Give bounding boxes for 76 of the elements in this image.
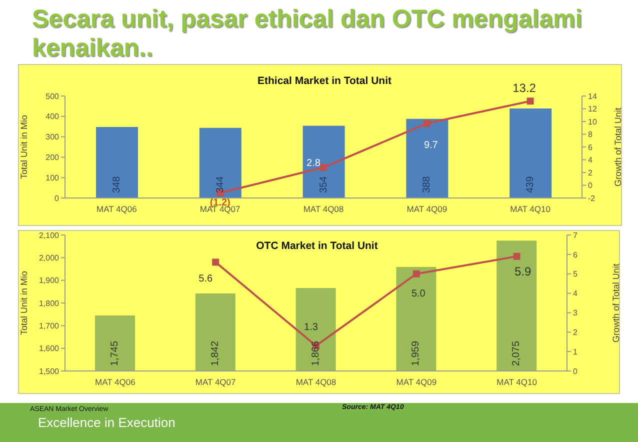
data-label: 1,866 — [310, 340, 322, 366]
data-label: 5.9 — [514, 264, 532, 278]
text: Excellence in Execution — [38, 415, 176, 431]
x-tick-label: MAT 4Q09 — [406, 204, 448, 214]
point — [513, 252, 520, 260]
x-tick-label: MAT 4Q06 — [95, 377, 136, 388]
y-tick-label: 400 — [46, 112, 60, 122]
data-label: 13.2 — [512, 81, 536, 96]
y2-tick-label: 8 — [588, 130, 593, 140]
x-tick-label: MAT 4Q10 — [496, 377, 538, 388]
y2-tick-label: 12 — [588, 104, 598, 114]
y2-tick-label: 7 — [573, 230, 578, 240]
y2-tick-label: 6 — [588, 142, 593, 152]
y-tick-label: 1,600 — [38, 344, 60, 354]
y-tick-label: 100 — [46, 173, 60, 182]
y-axis-title: Total Unit in Mio — [19, 270, 30, 336]
text: OTC Market in Total Unit — [255, 240, 379, 252]
data-label: 1,842 — [210, 340, 221, 366]
y2-tick-label: 1 — [573, 347, 578, 356]
data-label: 439 — [525, 176, 536, 193]
point — [423, 120, 430, 127]
data-label: 9.7 — [424, 140, 438, 151]
data-label: 354 — [318, 176, 330, 193]
bar — [302, 126, 345, 198]
y2-tick-label: 10 — [588, 117, 598, 126]
y2-tick-label: 2 — [588, 168, 593, 178]
y2-tick-label: 4 — [588, 156, 593, 165]
y2-tick-label: 0 — [573, 366, 578, 376]
y2-axis-title: Growth of Total Unit — [611, 263, 622, 342]
data-label: 344 — [214, 176, 226, 193]
y-tick-label: 1,700 — [38, 322, 60, 331]
data-label: 1.3 — [304, 322, 318, 334]
x-tick-label: MAT 4Q08 — [296, 377, 336, 388]
y-tick-label: 1,800 — [38, 298, 60, 308]
point — [320, 164, 327, 171]
point — [526, 98, 534, 105]
y-tick-label: 300 — [46, 132, 60, 142]
y2-tick-label: 0 — [588, 181, 593, 190]
y-tick-label: 0 — [54, 194, 60, 203]
y2-tick-label: -2 — [588, 194, 596, 203]
point — [212, 258, 220, 266]
y2-tick-label: 4 — [573, 289, 578, 298]
x-tick-label: MAT 4Q06 — [96, 204, 138, 214]
y-tick-label: 1,500 — [38, 366, 60, 376]
y2-tick-label: 14 — [588, 92, 598, 101]
x-tick-label: MAT 4Q10 — [510, 204, 551, 214]
bar — [199, 128, 242, 198]
x-tick-label: MAT 4Q09 — [396, 377, 437, 388]
y-tick-label: 500 — [46, 92, 60, 101]
data-label: 348 — [112, 176, 122, 193]
data-label: (1.2) — [210, 197, 230, 208]
bar — [406, 118, 448, 198]
y-axis-title: Total Unit in Mio — [19, 114, 30, 180]
data-label: 2.8 — [306, 158, 321, 169]
data-label: 1,745 — [110, 340, 120, 366]
x-tick-label: MAT 4Q08 — [303, 204, 344, 214]
text: Secara unit, pasar ethical dan OTC mengalami kenaikan.. — [32, 5, 584, 63]
data-label: 5.6 — [198, 274, 213, 285]
data-label: 388 — [422, 176, 433, 193]
data-label: 1,959 — [410, 340, 422, 366]
bar — [96, 127, 138, 198]
y-tick-label: 1,900 — [38, 276, 60, 286]
y2-tick-label: 6 — [573, 250, 578, 260]
chart-title: Ethical Market in Total Unit — [258, 75, 392, 87]
y-tick-label: 2,000 — [38, 254, 60, 263]
bar — [510, 108, 552, 198]
y2-tick-label: 5 — [573, 270, 578, 279]
point — [412, 270, 420, 278]
y-tick-label: 2,100 — [38, 230, 60, 240]
y-tick-label: 200 — [46, 153, 60, 162]
x-tick-label: MAT 4Q07 — [195, 377, 236, 388]
data-label: 2,075 — [511, 340, 522, 366]
data-label: 5.0 — [411, 288, 426, 300]
y2-tick-label: 3 — [573, 308, 578, 318]
y2-tick-label: 2 — [573, 328, 578, 337]
y2-axis-title: Growth of Total Unit — [613, 107, 624, 186]
